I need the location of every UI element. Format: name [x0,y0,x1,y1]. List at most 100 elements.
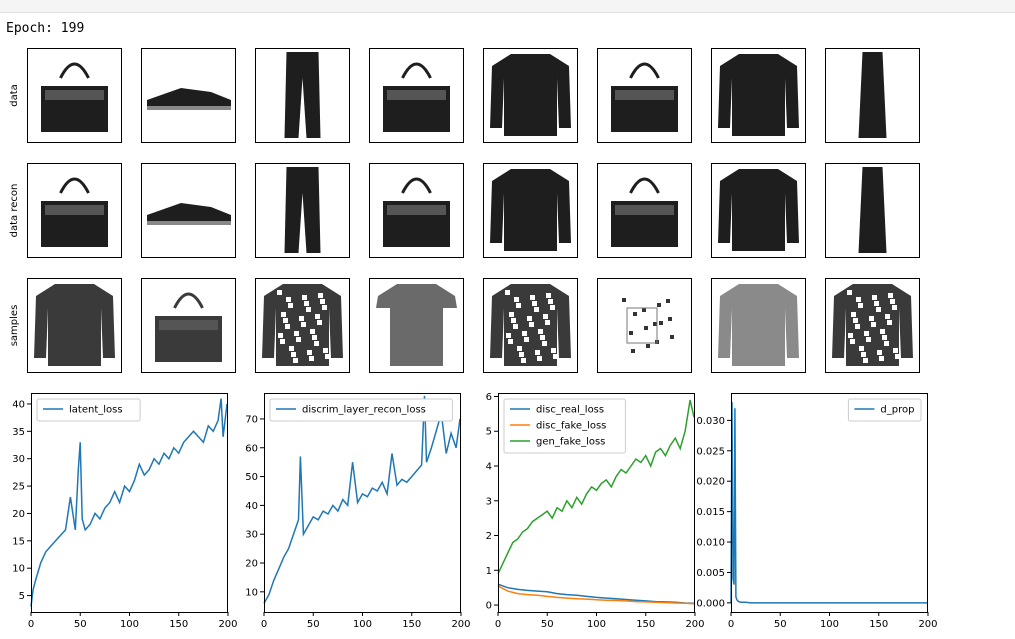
grid-thumbnail [825,48,920,143]
x-tick-label: 150 [869,619,888,630]
y-tick-label: 0.005 [696,568,725,579]
x-tick-label: 50 [307,619,320,630]
grid-thumbnail [483,278,578,373]
x-tick-label: 100 [820,619,839,630]
grid-thumbnail [255,278,350,373]
y-tick-label: 0 [486,601,492,612]
legend-entry: latent_loss [69,405,123,416]
x-tick-label: 100 [587,619,606,630]
y-tick-label: 30 [245,530,258,541]
grid-thumbnail [369,163,464,258]
output-top-bar [0,0,1015,13]
x-tick-label: 200 [685,619,704,630]
grid-thumbnail [141,48,236,143]
line-chart: 0 50 100 150 200 10 20 30 40 50 60 70 discrim_layer_… [245,393,471,630]
x-tick-label: 200 [918,619,937,630]
grid-thumbnail [597,163,692,258]
legend-entry: discrim_layer_recon_loss [302,405,426,416]
y-tick-label: 0.015 [696,507,725,518]
y-tick-label: 5 [19,591,25,602]
x-tick-label: 150 [169,619,188,630]
grid-thumbnail [141,278,236,373]
y-tick-label: 40 [12,399,25,410]
legend: discrim_layer_recon_loss [269,398,453,422]
grid-thumbnail [369,48,464,143]
series-line [497,585,695,605]
x-tick-label: 50 [74,619,87,630]
grid-thumbnail [141,163,236,258]
legend: disc_real_loss disc_fake_loss gen_fake_los… [503,398,626,454]
grid-thumbnail [255,48,350,143]
legend-entry: disc_fake_loss [536,421,606,432]
y-tick-label: 15 [12,536,25,547]
x-tick-label: 0 [728,619,734,630]
grid-thumbnail [255,163,350,258]
series-line [730,402,927,604]
grid-thumbnail [825,163,920,258]
y-tick-label: 70 [245,414,258,425]
y-tick-label: 4 [486,462,492,473]
y-tick-label: 50 [245,472,258,483]
grid-thumbnail [711,48,806,143]
x-tick-label: 200 [218,619,237,630]
y-tick-label: 35 [12,427,25,438]
grid-thumbnail [27,278,122,373]
y-tick-label: 0.020 [696,477,725,488]
epoch-text: Epoch: 199 [6,21,85,36]
x-tick-label: 0 [495,619,501,630]
series-line [497,399,695,575]
grid-thumbnail [27,163,122,258]
line-chart: 0 50 100 150 200 5 10 15 20 25 30 35 40 latent_loss [12,393,238,630]
x-tick-label: 0 [261,619,267,630]
y-tick-label: 5 [486,427,492,438]
x-tick-label: 0 [28,619,34,630]
y-tick-label: 20 [245,559,258,570]
grid-thumbnail [711,163,806,258]
y-tick-label: 10 [245,587,258,598]
y-tick-label: 6 [486,392,492,403]
grid-thumbnail [597,48,692,143]
y-tick-label: 0.030 [696,416,725,427]
grid-thumbnail [825,278,920,373]
x-tick-label: 200 [451,619,470,630]
line-chart: 0 50 100 150 200 0 1 2 3 4 5 6 disc_real_loss disc_fa… [486,392,705,630]
x-tick-label: 100 [120,619,139,630]
x-tick-label: 50 [774,619,787,630]
row-label: data [9,84,20,107]
legend-entry: disc_real_loss [536,405,604,416]
y-tick-label: 2 [486,531,492,542]
row-label: data recon [9,184,20,238]
series-line [30,398,228,607]
grid-thumbnail [597,278,692,373]
y-tick-label: 60 [245,443,258,454]
axes-frame [31,393,228,613]
y-tick-label: 25 [12,482,25,493]
axes-frame [731,393,928,613]
y-tick-label: 0.025 [696,446,725,457]
series-line [263,395,461,604]
row-label: samples [9,305,20,347]
grid-thumbnail [369,278,464,373]
grid-thumbnail [711,278,806,373]
y-tick-label: 10 [12,564,25,575]
legend-entry: d_prop [880,405,914,416]
y-tick-label: 1 [486,566,492,577]
line-chart: 0 50 100 150 200 0.000 0.005 0.010 0.015 0.020 0.0… [696,393,938,630]
y-tick-label: 0.010 [696,538,725,549]
grid-thumbnail [27,48,122,143]
y-tick-label: 3 [486,496,492,507]
y-tick-label: 0.000 [696,598,725,609]
legend-entry: gen_fake_loss [536,437,605,448]
y-tick-label: 20 [12,509,25,520]
x-tick-label: 150 [402,619,421,630]
grid-thumbnail [483,163,578,258]
x-tick-label: 100 [353,619,372,630]
x-tick-label: 50 [541,619,554,630]
legend: d_prop [847,398,922,422]
y-tick-label: 40 [245,501,258,512]
y-tick-label: 30 [12,454,25,465]
x-tick-label: 150 [636,619,655,630]
legend: latent_loss [36,398,141,422]
grid-thumbnail [483,48,578,143]
